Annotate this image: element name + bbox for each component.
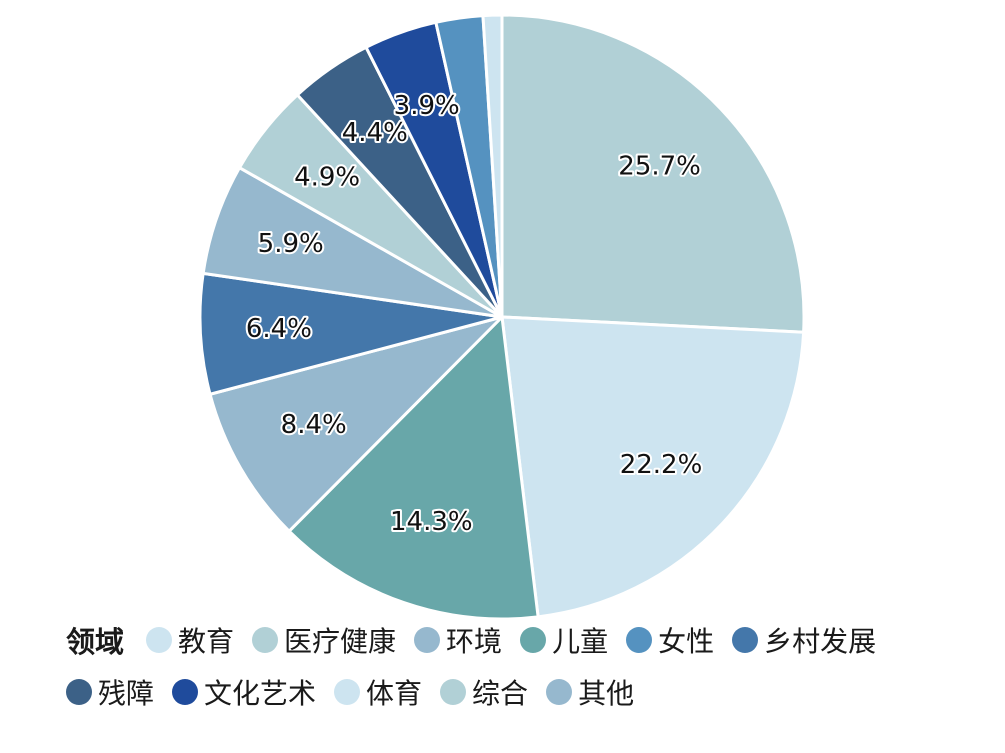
legend-swatch [440,679,467,705]
pie-labels: 25.7% 22.2% 14.3% 8.4% 6.4% 5.9% 4.9% 4.4%3.9% [244,89,704,539]
slice-label-8: 4.4% [342,118,408,148]
legend-swatch [414,627,441,653]
legend-swatch [546,679,573,705]
legend-swatch [66,679,92,705]
legend-swatch [146,627,173,653]
legend-label: 残障 [98,677,155,710]
legend-row-1: 领域 教育 医疗健康 环境 儿童 女性 乡村发展 [66,614,966,666]
legend-swatch [520,627,547,653]
legend-item: 医疗健康 [252,620,396,660]
legend-label: 文化艺术 [204,677,317,710]
legend-label: 环境 [446,625,503,658]
legend-item: 体育 [334,672,422,712]
pie-slice-1 [500,13,806,334]
legend-label: 综合 [472,677,529,710]
pie-slice-4 [208,315,504,533]
legend-item: 综合 [440,672,528,712]
legend-title: 领域 [66,625,125,659]
legend-row-2: 残障 文化艺术 体育 综合 其他 [66,666,966,718]
legend-item: 其他 [546,672,634,712]
slice-label-4: 8.4% [281,410,347,440]
pie-slice-3 [287,315,540,621]
legend-swatch [334,679,361,705]
legend-item: 文化艺术 [172,672,316,712]
legend-label: 儿童 [552,625,609,658]
legend-label: 乡村发展 [764,625,877,658]
legend-item: 女性 [626,620,714,660]
pie-slice-2 [500,315,806,619]
legend-item: 乡村发展 [732,620,876,660]
legend-item: 环境 [414,620,502,660]
pie-slice-11 [481,13,504,319]
slice-label-9: 3.9% [394,91,460,121]
slice-label-5: 6.4% [246,314,312,344]
legend-item: 残障 [66,672,154,712]
slice-label-3: 14.3% [390,507,473,537]
slice-label-7: 4.9% [294,162,360,192]
legend-item: 教育 [146,620,234,660]
legend-swatch [626,627,653,653]
legend-label: 体育 [366,677,423,710]
slice-label-2: 22.2% [620,450,703,480]
legend-swatch [732,627,759,653]
pie-slices [198,13,806,621]
legend-item: 儿童 [520,620,608,660]
legend-label: 女性 [658,625,715,658]
pie-slice-5 [198,271,504,396]
slice-label-6: 5.9% [258,229,324,259]
legend: 领域 教育 医疗健康 环境 儿童 女性 乡村发展 残障 文化艺术 体育 综合 其他 [66,614,966,718]
legend-label: 教育 [178,625,235,658]
legend-swatch [172,679,199,705]
legend-swatch [252,627,279,653]
legend-label: 其他 [578,677,635,710]
slice-label-1: 25.7% [618,152,701,182]
legend-label: 医疗健康 [284,625,397,658]
